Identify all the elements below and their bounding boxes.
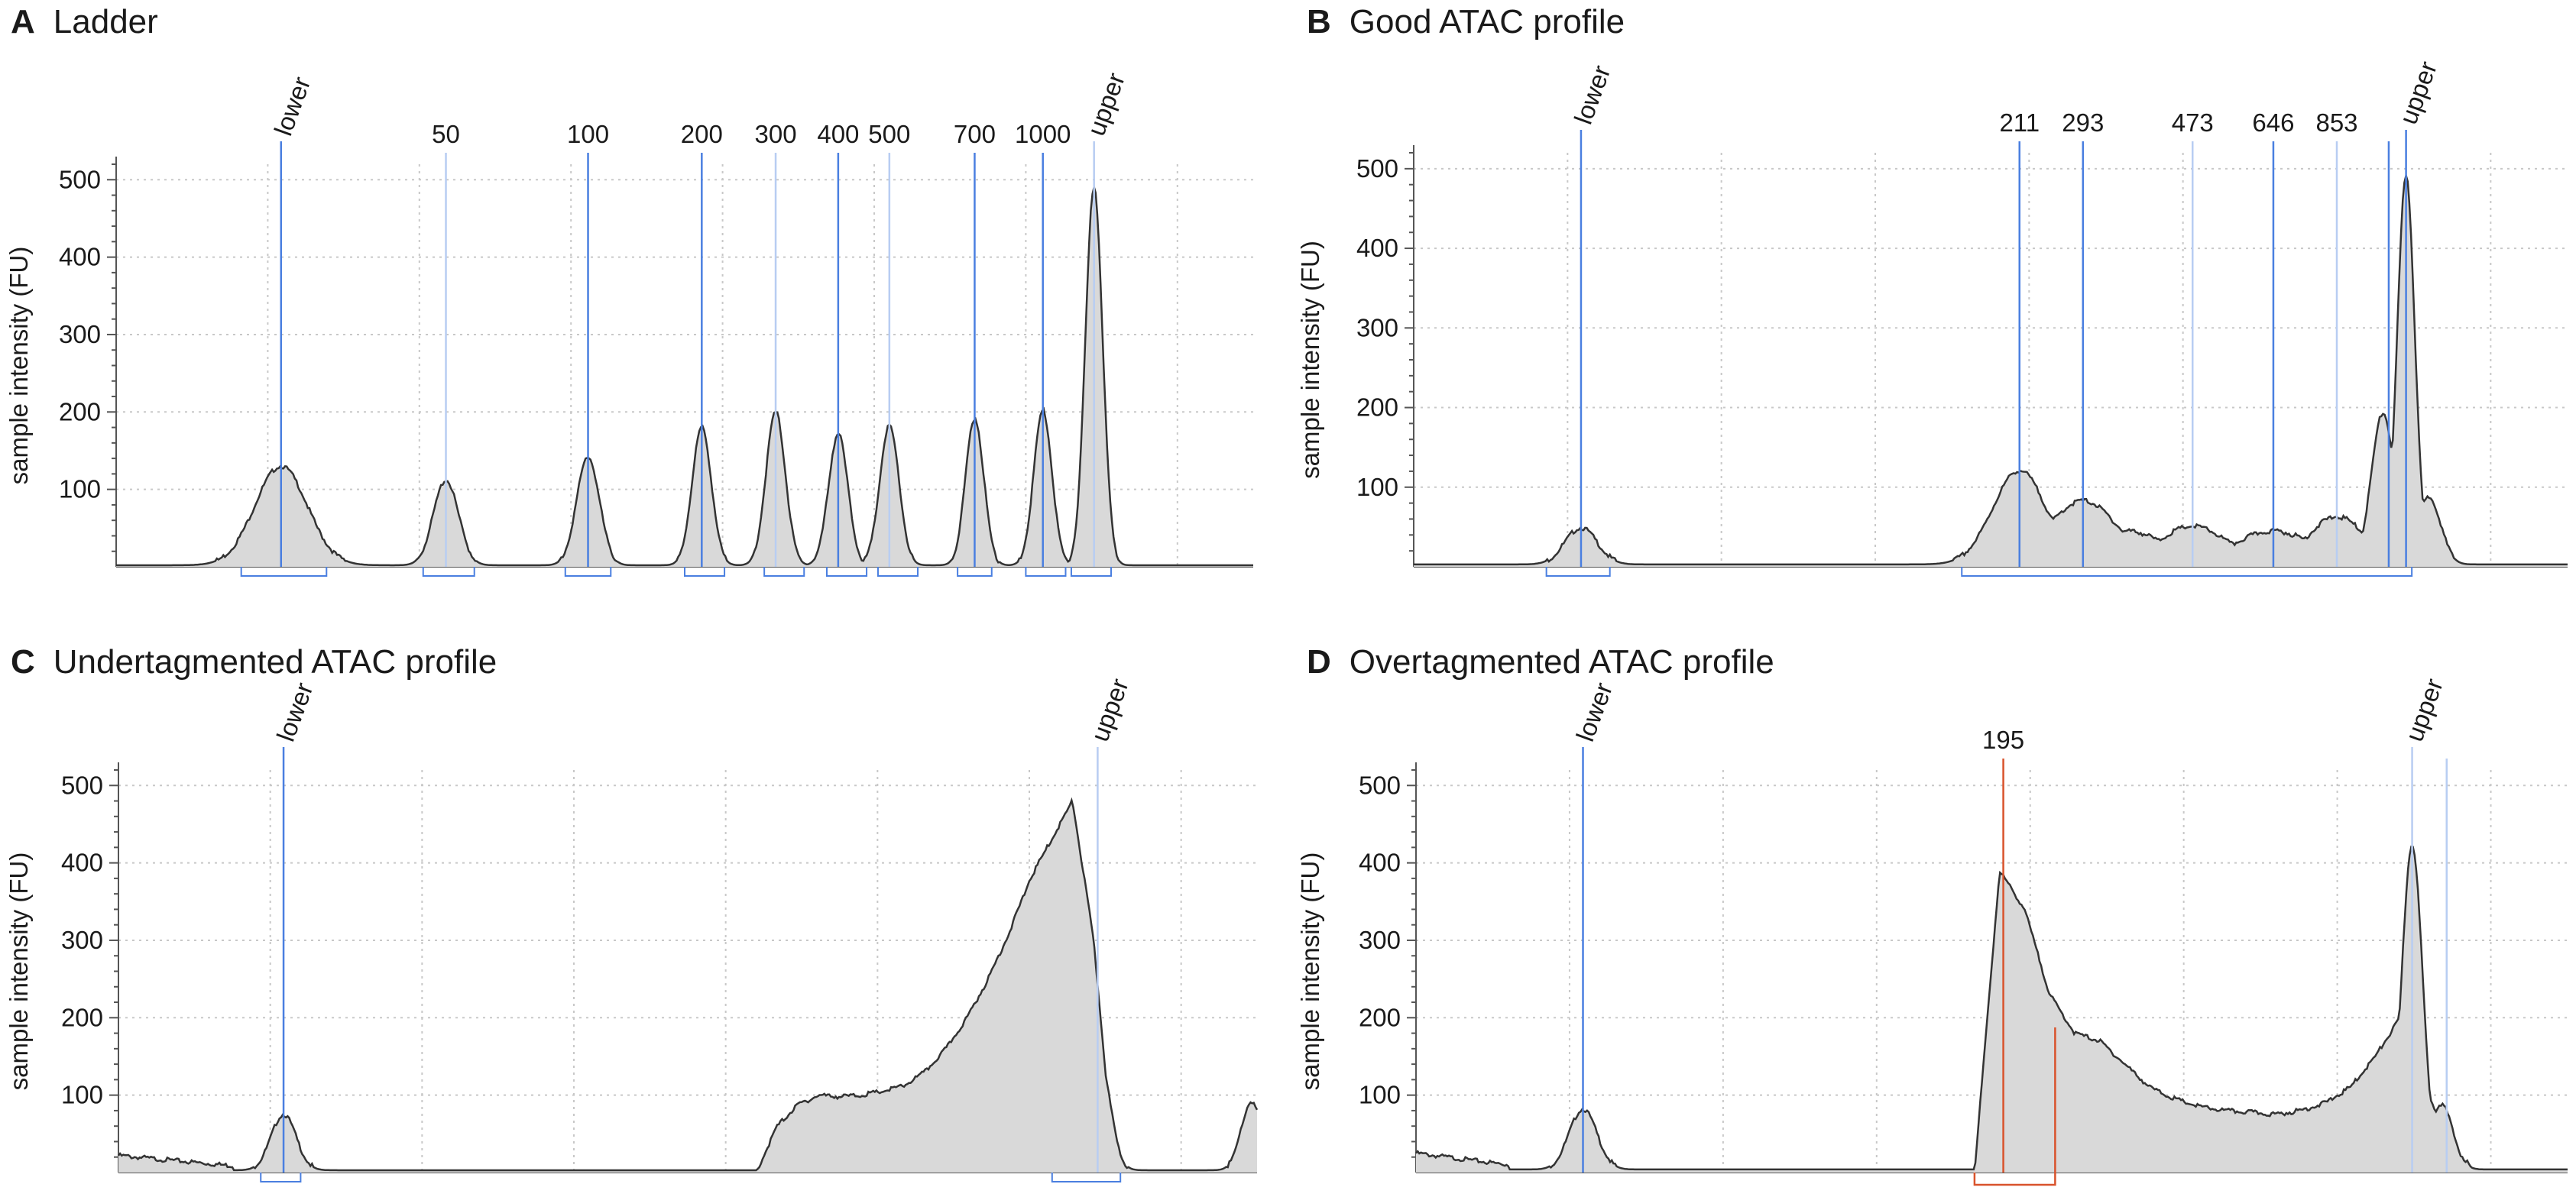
marker-label-upper: upper <box>2393 57 2442 128</box>
y-tick-label: 200 <box>1359 1003 1401 1031</box>
y-tick-label: 500 <box>1359 771 1401 799</box>
y-tick-label: 300 <box>1359 926 1401 954</box>
y-tick-label: 400 <box>61 849 103 877</box>
chart-panel-d: 100 200 300 400 500 sample intensity (FU) lowe… <box>1296 675 2568 1186</box>
y-tick-label: 400 <box>1356 234 1398 262</box>
peak-bracket <box>422 567 475 577</box>
peak-bracket <box>1545 567 1611 577</box>
y-tick-label: 100 <box>1359 1081 1401 1109</box>
marker-label-upper: upper <box>1081 69 1130 139</box>
marker-label-lower: lower <box>271 679 319 746</box>
trace-line <box>118 797 1259 1172</box>
y-tick-label: 300 <box>59 320 101 348</box>
marker-label-646: 646 <box>2252 108 2294 137</box>
y-axis-label: sample intensity (FU) <box>5 247 33 485</box>
peak-bracket <box>763 567 805 577</box>
peak-bracket <box>876 567 919 577</box>
peak-bracket <box>1051 1173 1122 1182</box>
marker-label-lower: lower <box>1570 679 1618 746</box>
peak-bracket <box>260 1173 302 1182</box>
y-tick-label: 500 <box>59 165 101 193</box>
marker-label-100: 100 <box>567 120 609 148</box>
marker-label-293: 293 <box>2062 108 2104 137</box>
marker-label-853: 853 <box>2315 108 2357 137</box>
marker-label-195: 195 <box>1982 726 2024 754</box>
panel-d-letter: D <box>1307 643 1331 681</box>
peak-bracket <box>240 567 328 577</box>
marker-label-500: 500 <box>868 120 910 148</box>
marker-label-upper: upper <box>1085 675 1134 745</box>
panel-b-title-text: Good ATAC profile <box>1349 3 1625 40</box>
trace-line <box>1415 845 2568 1171</box>
y-tick-label: 300 <box>1356 313 1398 341</box>
panel-c-title-text: Undertagmented ATAC profile <box>53 643 497 681</box>
chart-panel-c: 100 200 300 400 500 sample intensity (FU) lowe… <box>5 675 1259 1182</box>
trace-line <box>116 183 1253 567</box>
y-tick-label: 100 <box>1356 473 1398 501</box>
panel-d-title-text: Overtagmented ATAC profile <box>1349 643 1774 681</box>
marker-label-300: 300 <box>755 120 797 148</box>
marker-label-lower: lower <box>1569 62 1616 128</box>
peak-bracket <box>1070 567 1112 577</box>
y-axis-label: sample intensity (FU) <box>5 852 33 1091</box>
marker-label-lower: lower <box>269 73 316 140</box>
y-tick-label: 100 <box>59 475 101 503</box>
panel-b-title: B Good ATAC profile <box>1307 3 1625 41</box>
panel-a-title: A Ladder <box>11 3 158 41</box>
chart-panel-b: 100 200 300 400 500 sample intensity (FU) lowe… <box>1296 57 2568 577</box>
peak-bracket-red <box>1973 1027 2056 1186</box>
trace-fill <box>1414 175 2568 567</box>
panel-a-title-text: Ladder <box>53 3 158 40</box>
y-tick-label: 300 <box>61 926 103 954</box>
panel-c-letter: C <box>11 643 35 681</box>
peak-bracket <box>1961 567 2413 577</box>
marker-label-200: 200 <box>681 120 723 148</box>
marker-label-400: 400 <box>817 120 859 148</box>
panel-a-letter: A <box>11 3 35 40</box>
y-tick-label: 500 <box>61 771 103 799</box>
y-tick-label: 500 <box>1356 154 1398 183</box>
marker-label-211: 211 <box>1999 108 2040 137</box>
peak-bracket <box>957 567 993 577</box>
marker-label-50: 50 <box>432 120 460 148</box>
y-tick-label: 200 <box>61 1003 103 1031</box>
y-tick-label: 200 <box>59 397 101 425</box>
panel-c-title: C Undertagmented ATAC profile <box>11 643 497 681</box>
panel-d-title: D Overtagmented ATAC profile <box>1307 643 1774 681</box>
marker-label-700: 700 <box>954 120 996 148</box>
panel-b-letter: B <box>1307 3 1331 40</box>
marker-label-473: 473 <box>2172 108 2214 137</box>
chart-panel-a: 100 200 300 400 500 sample intensity (FU) lowe… <box>5 69 1253 577</box>
peak-bracket <box>564 567 612 577</box>
peak-bracket <box>684 567 726 577</box>
y-axis-label: sample intensity (FU) <box>1296 241 1324 479</box>
marker-label-1000: 1000 <box>1015 120 1071 148</box>
trace-line <box>1414 171 2568 566</box>
y-tick-label: 400 <box>1359 849 1401 877</box>
trace-fill <box>116 187 1253 567</box>
marker-label-upper: upper <box>2399 675 2448 745</box>
y-tick-label: 200 <box>1356 393 1398 422</box>
peak-bracket <box>1025 567 1067 577</box>
y-axis-label: sample intensity (FU) <box>1296 852 1324 1091</box>
trace-fill <box>1416 846 2568 1173</box>
y-tick-label: 100 <box>61 1081 103 1109</box>
peak-bracket <box>826 567 868 577</box>
y-tick-label: 400 <box>59 243 101 271</box>
trace-fill <box>118 800 1257 1173</box>
